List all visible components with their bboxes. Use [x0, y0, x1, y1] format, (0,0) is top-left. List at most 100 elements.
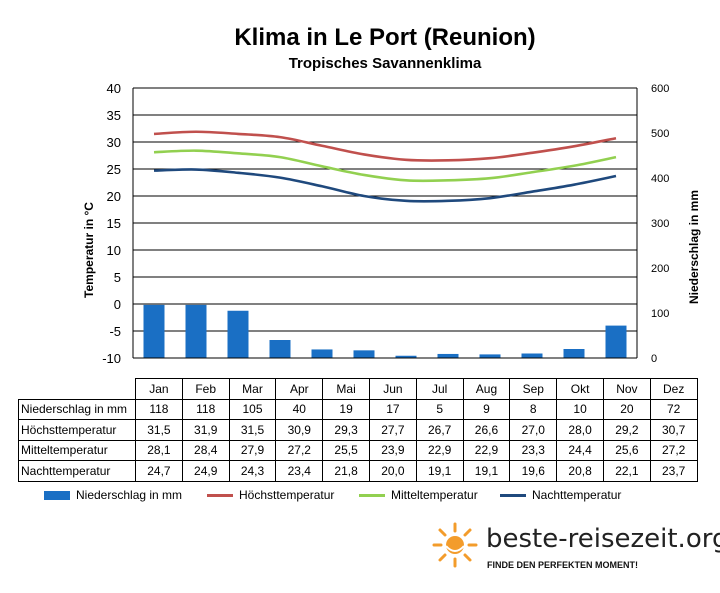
precip-bar	[563, 349, 585, 358]
brand-name: beste-reisezeit.org	[486, 524, 720, 554]
table-cell: 19,1	[415, 460, 464, 482]
y-right-tick-label: 300	[651, 218, 669, 230]
table-cell: 27,0	[509, 419, 558, 441]
table-header-row: Jan Feb Mar Apr Mai Jun Jul Aug Sep Okt …	[19, 378, 698, 400]
row-label: Höchsttemperatur	[18, 419, 136, 441]
table-cell: 8	[509, 398, 558, 420]
legend-item-high: Höchsttemperatur	[207, 488, 334, 502]
month-label: Okt	[556, 378, 604, 400]
row-label: Mitteltemperatur	[18, 439, 136, 461]
y-left-tick-label: -5	[109, 324, 121, 339]
y-left-tick-label: 25	[107, 162, 121, 177]
temperature-lines	[153, 130, 617, 203]
legend-label: Höchsttemperatur	[239, 488, 335, 502]
y-right-tick-label: 0	[651, 353, 657, 365]
table-cell: 28,4	[181, 439, 230, 461]
row-label: Niederschlag in mm	[18, 398, 136, 420]
table-cell: 19	[322, 398, 370, 420]
legend-swatch-mean	[359, 493, 385, 497]
table-cell: 22,9	[415, 439, 464, 461]
table-row-precip: Niederschlag in mm 118 118 105 40 19 17 …	[18, 398, 698, 420]
table-cell: 25,5	[322, 439, 370, 461]
chart-title: Klima in Le Port (Reunion)	[234, 24, 535, 51]
table-cell: 31,5	[135, 419, 183, 441]
table-row-mean: Mitteltemperatur 28,1 28,4 27,9 27,2 25,…	[18, 439, 698, 461]
y-left-tick-label: -10	[102, 351, 121, 366]
table-cell: 25,6	[602, 439, 651, 461]
table-cell: 40	[275, 398, 324, 420]
y-left-tick-label: 15	[107, 216, 121, 231]
mean-temp-line	[153, 149, 617, 183]
table-cell: 72	[649, 398, 698, 420]
table-cell: 23,9	[368, 439, 417, 461]
legend-label: Nachttemperatur	[532, 488, 622, 502]
table-cell: 19,6	[509, 460, 558, 482]
precip-bar	[395, 355, 417, 358]
precip-bar	[605, 325, 627, 358]
table-cell: 118	[181, 398, 230, 420]
grid-lines	[133, 87, 637, 359]
y-left-tick-label: 20	[107, 189, 121, 204]
table-cell: 105	[228, 398, 277, 420]
table-cell: 22,9	[462, 439, 511, 461]
table-cell: 27,7	[368, 419, 417, 441]
precip-bar	[479, 354, 501, 358]
month-label: Jan	[135, 378, 183, 400]
y-left-tick-label: 5	[114, 270, 121, 285]
table-cell: 26,6	[462, 419, 511, 441]
month-label: Dez	[649, 378, 698, 400]
precip-bar	[521, 353, 543, 358]
table-cell: 27,9	[228, 439, 277, 461]
y-left-tick-label: 35	[107, 108, 121, 123]
precip-bar	[143, 304, 165, 358]
month-label: Mar	[228, 378, 277, 400]
table-cell: 29,2	[602, 419, 651, 441]
table-cell: 30,9	[275, 419, 324, 441]
table-cell: 20,0	[368, 460, 417, 482]
high-temp-line	[153, 130, 617, 162]
y-right-tick-label: 100	[651, 308, 669, 320]
y-right-tick-label: 200	[651, 263, 669, 275]
axes	[132, 88, 638, 359]
y-axis-right-label: Niederschlag in mm	[687, 190, 701, 304]
table-cell: 28,1	[135, 439, 183, 461]
precip-bar	[269, 340, 291, 358]
night-temp-line	[153, 168, 617, 203]
table-cell: 21,8	[322, 460, 370, 482]
precip-bar	[437, 353, 459, 358]
tick-labels: 40 35 30 25 20 15 10 5 0 -5 -10 600 500 400 300 200 100 0	[102, 81, 669, 366]
month-label: Mai	[322, 378, 370, 400]
table-cell: 17	[368, 398, 417, 420]
table-cell: 31,5	[228, 419, 277, 441]
legend-label: Mitteltemperatur	[391, 488, 478, 502]
month-label: Aug	[462, 378, 511, 400]
data-table: Jan Feb Mar Apr Mai Jun Jul Aug Sep Okt …	[18, 378, 698, 482]
table-cell: 23,7	[649, 460, 698, 482]
legend-swatch-precip	[44, 490, 70, 500]
table-cell: 10	[556, 398, 604, 420]
table-cell: 23,3	[509, 439, 558, 461]
table-corner	[19, 379, 136, 400]
month-label: Sep	[509, 378, 558, 400]
month-label: Apr	[275, 378, 324, 400]
month-label: Feb	[181, 378, 230, 400]
table-cell: 24,7	[135, 460, 183, 482]
table-cell: 27,2	[275, 439, 324, 461]
y-left-tick-label: 40	[107, 81, 121, 96]
legend-swatch-night	[500, 493, 526, 497]
precipitation-bars	[143, 304, 627, 358]
legend-swatch-high	[207, 493, 233, 497]
table-row-high: Höchsttemperatur 31,5 31,9 31,5 30,9 29,…	[18, 419, 698, 441]
table-cell: 24,4	[556, 439, 604, 461]
table-cell: 23,4	[275, 460, 324, 482]
table-cell: 29,3	[322, 419, 370, 441]
legend-item-precip: Niederschlag in mm	[44, 488, 182, 502]
y-right-tick-label: 400	[651, 173, 669, 185]
table-cell: 31,9	[181, 419, 230, 441]
table-cell: 24,9	[181, 460, 230, 482]
month-label: Jul	[415, 378, 464, 400]
precip-bar	[227, 310, 249, 358]
table-cell: 19,1	[462, 460, 511, 482]
legend-label: Niederschlag in mm	[76, 488, 183, 502]
